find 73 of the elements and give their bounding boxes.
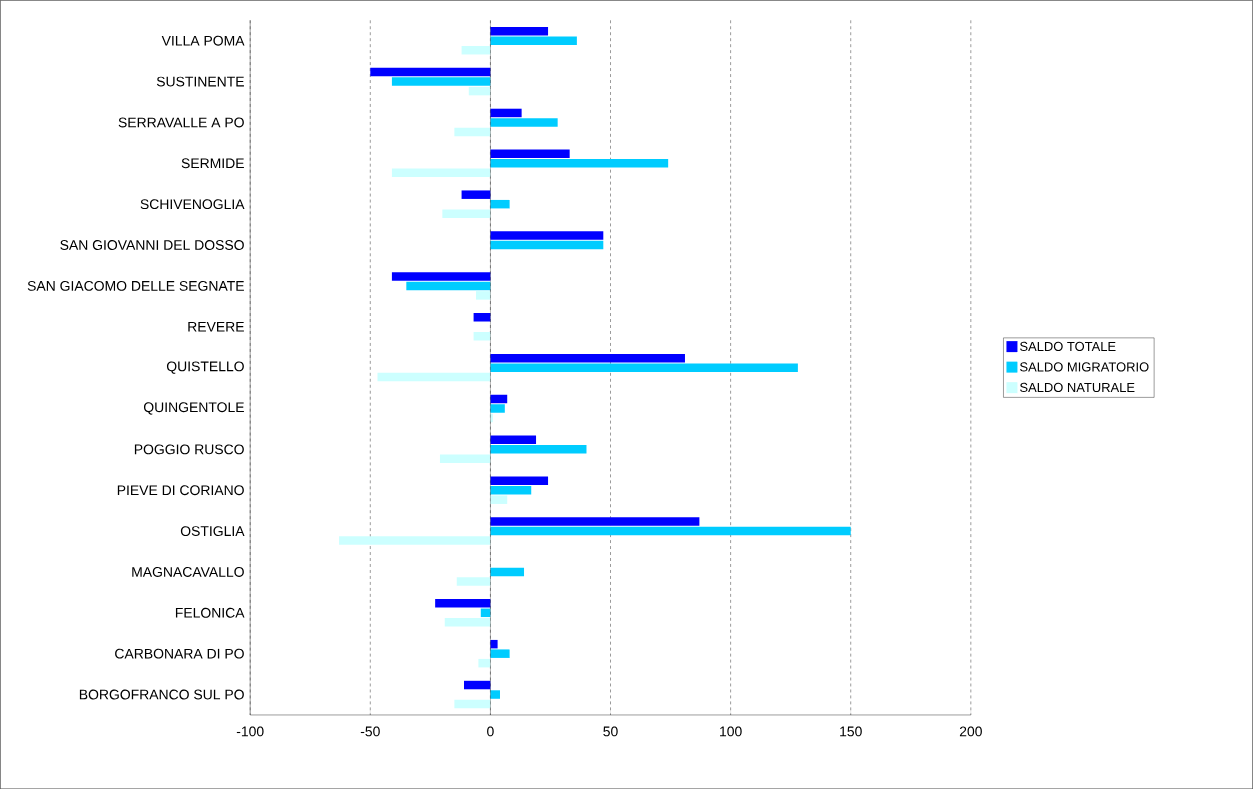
x-tick-label: -50 (360, 726, 380, 737)
y-tick-label: OSTIGLIA (180, 526, 245, 536)
bar (439, 454, 491, 463)
bar (490, 199, 510, 209)
bar (490, 240, 604, 250)
bar (473, 331, 491, 341)
bar (461, 45, 491, 55)
bar (490, 158, 669, 168)
bar (490, 649, 510, 658)
bar (490, 435, 537, 444)
bar (468, 86, 491, 96)
bar (435, 598, 491, 608)
bar (377, 372, 491, 382)
bar (406, 281, 491, 291)
bar (490, 363, 798, 372)
bar (490, 517, 700, 526)
legend-label: SALDO MIGRATORIO (1020, 362, 1149, 372)
bar (490, 639, 498, 649)
y-tick-label: VILLA POMA (161, 35, 245, 46)
y-tick-label: SAN GIACOMO DELLE SEGNATE (27, 280, 244, 291)
bar (391, 168, 491, 177)
bar (370, 67, 491, 77)
bar (490, 690, 501, 699)
bar (490, 567, 525, 577)
bar (490, 231, 604, 240)
y-tick-label: MAGNACAVALLO (132, 566, 244, 577)
bar (490, 36, 577, 45)
y-tick-label: POGGIO RUSCO (134, 444, 244, 455)
bar (442, 209, 491, 218)
bar (490, 526, 851, 536)
bar (490, 485, 532, 495)
bar (490, 108, 522, 118)
bar (391, 77, 491, 86)
legend-label: SALDO NATURALE (1020, 382, 1135, 392)
y-tick-label: SAN GIOVANNI DEL DOSSO (60, 239, 244, 250)
y-tick-label: SCHIVENOGLIA (140, 199, 245, 209)
bar (473, 312, 491, 322)
y-tick-label: REVERE (188, 321, 244, 332)
bar (490, 495, 508, 504)
y-tick-label: QUINGENTOLE (143, 402, 244, 415)
bar (490, 26, 549, 36)
bar (456, 577, 491, 586)
x-tick-label: 200 (959, 726, 982, 737)
y-tick-label: CARBONARA DI PO (115, 648, 244, 659)
bar (454, 699, 491, 709)
bar (463, 680, 491, 690)
x-tick-label: 150 (840, 726, 862, 737)
bar (478, 658, 491, 668)
bar (490, 118, 558, 127)
bar (454, 127, 491, 137)
bar (490, 353, 685, 363)
y-tick-label: SERMIDE (181, 158, 244, 169)
y-tick-label: BORGOFRANCO SUL PO (79, 689, 244, 700)
y-tick-label: SERRAVALLE A PO (118, 117, 244, 128)
y-tick-label: PIEVE DI CORIANO (117, 485, 244, 496)
x-tick-label: 50 (603, 726, 618, 737)
x-tick-label: 0 (487, 726, 494, 737)
bar (475, 291, 491, 300)
bar (490, 404, 505, 413)
x-tick-label: 100 (720, 726, 742, 737)
bar (339, 536, 491, 545)
bar (490, 149, 570, 158)
x-tick-label: -100 (236, 726, 264, 737)
bar (490, 394, 508, 404)
y-tick-label: FELONICA (175, 607, 245, 618)
bar (490, 476, 549, 485)
legend-label: SALDO TOTALE (1020, 341, 1116, 351)
y-tick-label: QUISTELLO (166, 361, 244, 374)
y-tick-label: SUSTINENTE (156, 76, 244, 87)
bar (444, 617, 491, 627)
bar (391, 272, 491, 281)
bar (461, 190, 491, 199)
bar (490, 445, 587, 454)
